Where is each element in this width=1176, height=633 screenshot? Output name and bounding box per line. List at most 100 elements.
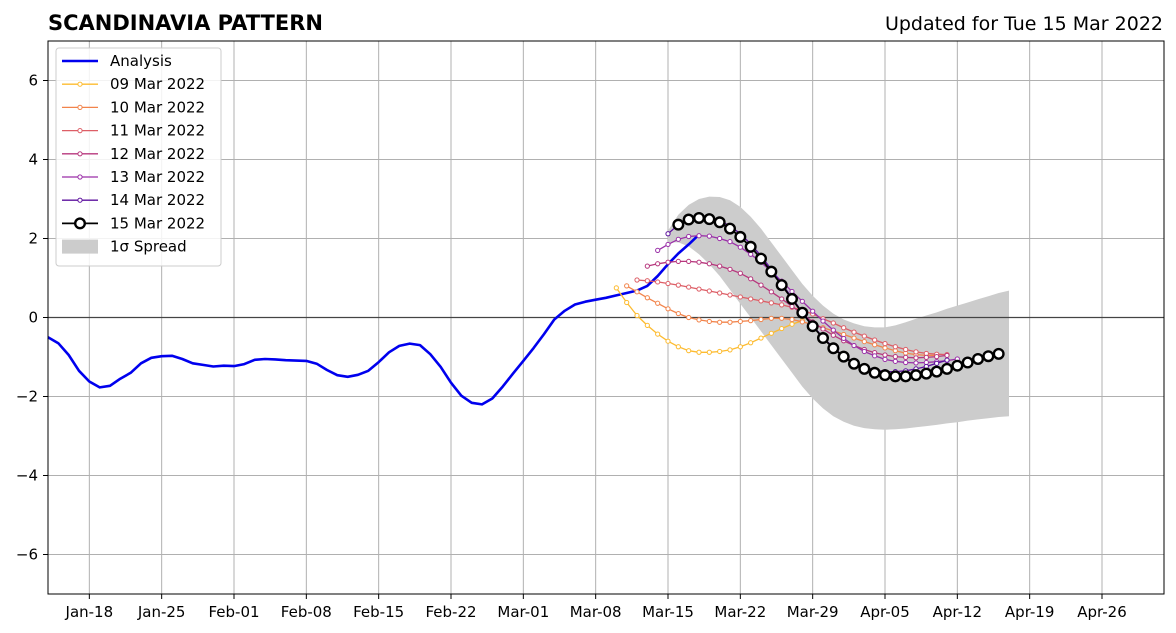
x-tick-label: Jan-25 — [137, 603, 186, 621]
forecast-point — [882, 356, 888, 362]
forecast-point — [841, 325, 847, 331]
forecast-point — [934, 354, 940, 360]
x-tick-label: Mar-01 — [497, 603, 549, 621]
chart-title: SCANDINAVIA PATTERN — [48, 11, 323, 35]
y-tick-label: 4 — [28, 151, 38, 169]
forecast-point — [655, 279, 661, 285]
y-tick-label: −2 — [16, 388, 38, 406]
forecast-point — [810, 308, 816, 314]
forecast-point — [748, 296, 754, 302]
forecast-point — [861, 348, 867, 355]
latest-point — [961, 356, 974, 369]
forecast-point — [696, 259, 702, 265]
forecast-point — [872, 337, 878, 343]
forecast-point — [820, 318, 826, 324]
legend-marker — [77, 81, 83, 87]
forecast-point — [737, 270, 743, 276]
forecast-point — [613, 285, 619, 291]
forecast-point — [644, 263, 650, 269]
legend-item: 15 Mar 2022 — [62, 214, 205, 232]
forecast-point — [665, 259, 671, 265]
legend-box — [55, 47, 222, 267]
forecast-point — [768, 315, 774, 321]
forecast-point — [696, 233, 702, 239]
forecast-point — [748, 251, 754, 257]
forecast-point — [696, 286, 702, 292]
x-tick-label: Mar-15 — [642, 603, 694, 621]
forecast-point — [851, 335, 857, 341]
series-layer — [47, 211, 1005, 406]
forecast-point — [768, 289, 774, 295]
forecast-point — [727, 266, 733, 272]
forecast-point — [706, 233, 712, 239]
latest-point — [951, 359, 964, 372]
forecast-point — [779, 296, 785, 302]
latest-point — [734, 230, 747, 243]
forecast-point — [923, 354, 929, 360]
forecast-point — [675, 258, 681, 265]
x-tick-label: Feb-22 — [425, 603, 476, 621]
forecast-point — [768, 330, 774, 336]
analysis-line — [47, 233, 700, 406]
forecast-point — [768, 300, 774, 306]
forecast-point — [634, 277, 640, 283]
forecast-point — [779, 325, 785, 332]
forecast-point — [686, 233, 692, 240]
x-tick-label: Apr-19 — [1005, 603, 1055, 621]
forecast-point — [655, 331, 661, 337]
forecast-point — [717, 263, 723, 269]
forecast-point — [861, 333, 867, 339]
forecast-point — [717, 319, 723, 325]
latest-point — [755, 252, 768, 265]
latest-point — [682, 213, 695, 226]
legend-item: 10 Mar 2022 — [62, 98, 205, 116]
legend-label: 14 Mar 2022 — [110, 191, 205, 209]
forecast-point — [655, 247, 661, 253]
forecast-point — [665, 241, 671, 248]
forecast-point — [872, 353, 878, 359]
forecast-point — [789, 288, 795, 295]
forecast-point — [686, 258, 692, 265]
latest-point — [910, 369, 923, 382]
forecast-point — [737, 318, 743, 325]
forecast-point — [696, 349, 702, 355]
x-tick-label: Apr-26 — [1077, 603, 1127, 621]
forecast-point — [665, 306, 671, 312]
forecast-point — [686, 314, 692, 321]
spread-band — [668, 196, 1009, 430]
forecast-point — [624, 283, 630, 289]
latest-point — [806, 320, 819, 333]
forecast-point — [717, 348, 723, 355]
x-tick-label: Feb-08 — [281, 603, 332, 621]
forecast-point — [655, 300, 661, 306]
y-tick-label: −6 — [16, 546, 38, 564]
forecast-point — [882, 352, 888, 358]
forecast-point — [944, 352, 950, 359]
forecast-point — [758, 282, 764, 288]
forecast-point — [706, 349, 712, 355]
latest-point — [899, 370, 912, 383]
forecast-point — [706, 318, 712, 325]
forecast-point — [706, 261, 712, 267]
forecast-point — [944, 357, 950, 363]
forecast-point — [634, 289, 640, 295]
legend-marker — [77, 151, 83, 157]
forecast-point — [727, 347, 733, 353]
forecast-point — [882, 340, 888, 347]
latest-point — [827, 342, 840, 355]
x-tick-label: Mar-08 — [570, 603, 622, 621]
y-tick-label: 0 — [28, 309, 38, 327]
latest-point — [920, 367, 933, 380]
legend-label: 13 Mar 2022 — [110, 168, 205, 186]
legend-swatch — [62, 239, 98, 254]
y-tick-label: 6 — [28, 72, 38, 90]
legend-item: 14 Mar 2022 — [62, 191, 205, 209]
forecast-point — [665, 231, 671, 237]
latest-point — [703, 213, 716, 226]
latest-point — [848, 357, 861, 370]
forecast-point — [737, 244, 743, 250]
latest-point — [765, 265, 778, 278]
forecast-point — [758, 316, 764, 323]
legend-item: 13 Mar 2022 — [62, 168, 205, 186]
y-tick-label: −4 — [16, 467, 38, 485]
